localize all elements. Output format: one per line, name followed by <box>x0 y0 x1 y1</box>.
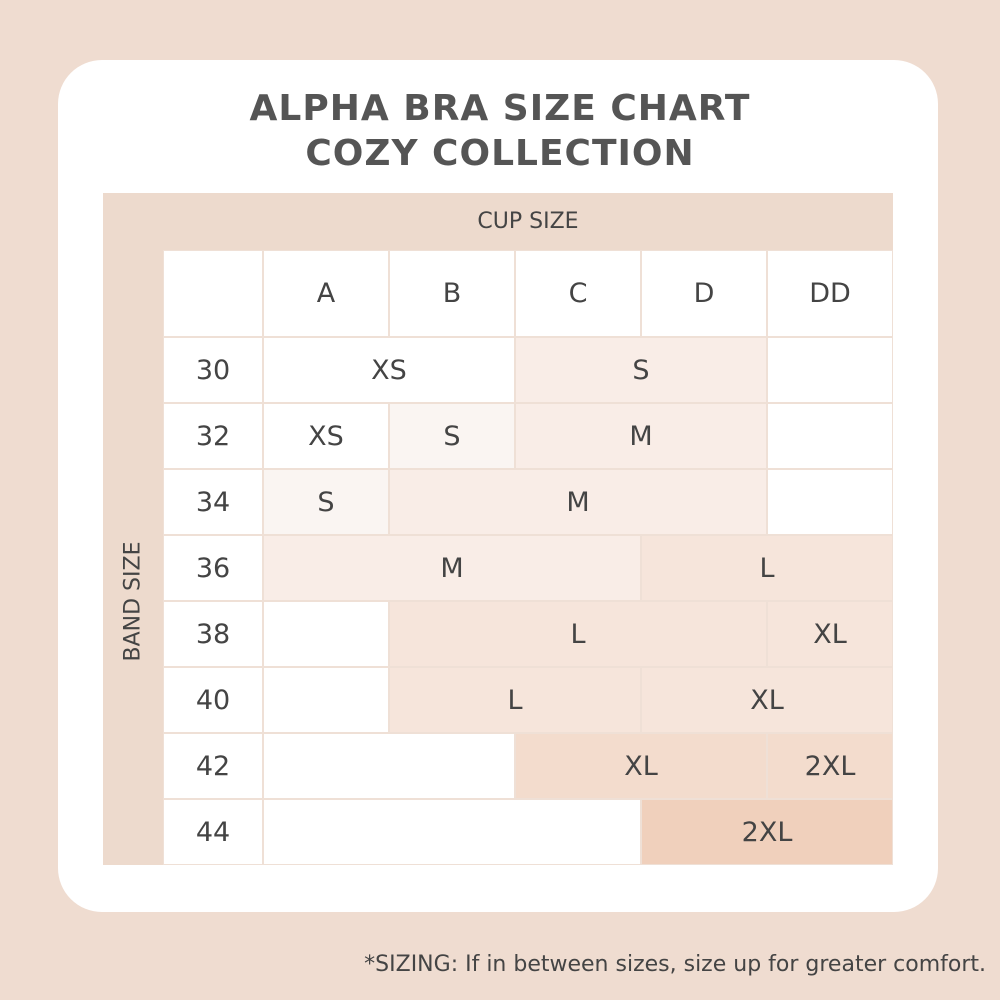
band-cell: 38 <box>163 601 263 667</box>
title: COZY COLLECTION <box>305 133 695 174</box>
size-cell: L <box>389 601 767 667</box>
size-cell: 2XL <box>767 733 893 799</box>
cup-label: CUP SIZE <box>477 209 579 234</box>
band-cell: 42 <box>163 733 263 799</box>
band-cell: 36 <box>163 535 263 601</box>
band-cell: 40 <box>163 667 263 733</box>
cup-header: A <box>263 250 389 337</box>
band-cell: 34 <box>163 469 263 535</box>
size-cell: S <box>515 337 767 403</box>
size-cell: XS <box>263 337 515 403</box>
size-cell <box>263 667 389 733</box>
band-label-box: BAND SIZE <box>103 337 163 865</box>
footnote: *SIZING: If in between sizes, size up fo… <box>364 952 986 977</box>
size-cell: 2XL <box>641 799 893 865</box>
size-cell: L <box>641 535 893 601</box>
size-cell <box>767 469 893 535</box>
size-cell: M <box>515 403 767 469</box>
cup-header: D <box>641 250 767 337</box>
size-cell: XL <box>767 601 893 667</box>
size-cell: XL <box>515 733 767 799</box>
size-cell: S <box>263 469 389 535</box>
size-cell: XL <box>641 667 893 733</box>
size-cell: XS <box>263 403 389 469</box>
cup-header: C <box>515 250 641 337</box>
size-cell <box>767 403 893 469</box>
title: ALPHA BRA SIZE CHART <box>249 88 751 129</box>
band-cell: 32 <box>163 403 263 469</box>
size-cell: S <box>389 403 515 469</box>
cup-header: DD <box>767 250 893 337</box>
size-cell <box>263 733 515 799</box>
size-cell <box>263 799 641 865</box>
size-cell: L <box>389 667 641 733</box>
size-cell: M <box>389 469 767 535</box>
corner-cell <box>163 250 263 337</box>
size-cell: M <box>263 535 641 601</box>
band-cell: 44 <box>163 799 263 865</box>
band-label: BAND SIZE <box>120 541 146 661</box>
size-cell <box>263 601 389 667</box>
cup-header: B <box>389 250 515 337</box>
size-cell <box>767 337 893 403</box>
band-cell: 30 <box>163 337 263 403</box>
